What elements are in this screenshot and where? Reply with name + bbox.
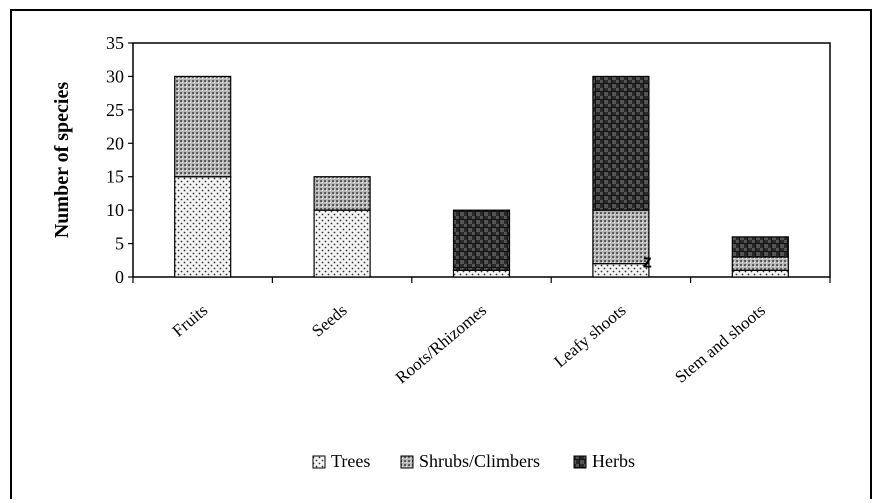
legend-label: Herbs (592, 451, 635, 471)
y-tick-label: 30 (106, 66, 124, 86)
y-tick-label: 20 (106, 133, 124, 153)
bar-segment-shrubs-climbers (174, 75, 232, 178)
legend-swatch (400, 455, 414, 469)
bar-segment-shrubs-climbers (592, 209, 650, 265)
bar-segment-trees (452, 269, 511, 278)
legend-label: Shrubs/Climbers (419, 451, 540, 471)
x-tick-label: Fruits (169, 301, 212, 341)
y-axis-label: Number of species (51, 82, 73, 238)
y-tick-label: 0 (115, 267, 124, 287)
legend-label: Trees (331, 451, 370, 471)
y-tick-label: 5 (115, 234, 124, 254)
bar-segment-shrubs-climbers (731, 256, 789, 271)
bars-group: z (174, 75, 789, 278)
legend-swatch (312, 455, 326, 469)
x-tick-label: Leafy shoots (550, 301, 629, 372)
bar-segment-trees (731, 269, 789, 278)
bar-annotation: z (643, 252, 652, 272)
bar-segment-trees (313, 209, 371, 278)
x-tick-label: Seeds (308, 301, 351, 341)
bar-segment-shrubs-climbers (313, 176, 371, 211)
bar-segment-trees (174, 176, 232, 278)
y-tick-label: 35 (106, 33, 124, 53)
y-tick-label: 10 (106, 200, 124, 220)
bar-segment-herbs (731, 236, 789, 258)
bar-segment-herbs (452, 209, 511, 271)
bar-segment-trees (592, 263, 650, 278)
figure-frame (10, 9, 872, 499)
y-tick-label: 25 (106, 100, 124, 120)
x-tick-label: Roots/Rhizomes (392, 301, 490, 388)
x-tick-label: Stem and shoots (671, 301, 769, 387)
legend-swatch (573, 455, 587, 469)
y-tick-label: 15 (106, 167, 124, 187)
bar-segment-herbs (592, 75, 650, 211)
x-tick-labels: Fruits Seeds Roots/Rhizomes Leafy shoots Ste… (169, 301, 769, 388)
legend: Trees Shrubs/Climbers Herbs (312, 451, 635, 471)
